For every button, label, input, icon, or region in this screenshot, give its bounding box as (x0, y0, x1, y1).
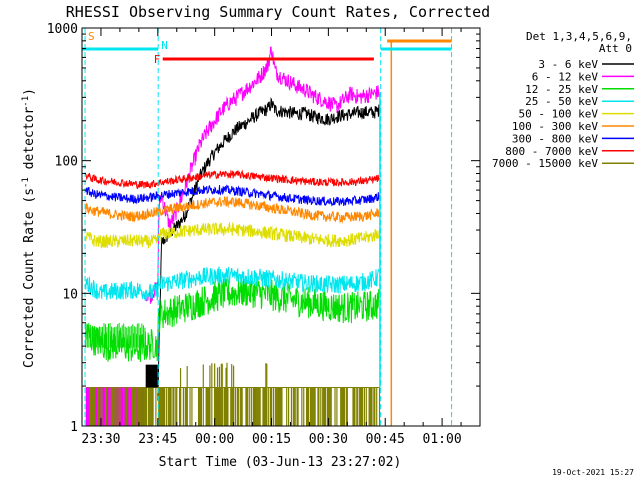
legend-label: 6 - 12 keV (532, 70, 599, 83)
series-bar-fill (145, 364, 158, 388)
footer-date: 19-Oct-2021 15:27 (552, 468, 634, 477)
annotation-f: F (154, 53, 161, 66)
x-tick-label: 00:00 (195, 432, 234, 447)
y-tick-label: 100 (55, 155, 78, 170)
chart-title: RHESSI Observing Summary Count Rates, Co… (66, 3, 490, 21)
series-line (85, 184, 380, 207)
legend-label: 25 - 50 keV (525, 95, 598, 108)
legend-label: 3 - 6 keV (538, 58, 598, 71)
series-line (85, 169, 380, 190)
plot-frame (81, 27, 481, 427)
legend-label: 12 - 25 keV (525, 83, 598, 96)
legend-label: 50 - 100 keV (519, 108, 599, 121)
series-line (85, 266, 380, 302)
series-line (85, 195, 380, 224)
series-line (85, 276, 380, 362)
y-axis-label: Corrected Count Rate (s-1 detector-1) (21, 88, 37, 368)
x-tick-label: 23:45 (138, 432, 177, 447)
x-tick-label: 00:15 (252, 432, 291, 447)
annotation-n: N (161, 39, 168, 52)
y-axis-label-exp1: -1 (21, 177, 31, 188)
series-line (157, 96, 380, 401)
x-tick-label: 00:45 (366, 432, 405, 447)
annotation-s: S (88, 30, 95, 43)
legend-header-attenuator: Att 0 (599, 42, 632, 55)
x-tick-label: 01:00 (423, 432, 462, 447)
y-axis-label-mid: detector (22, 107, 37, 178)
y-tick-label: 1 (70, 420, 78, 435)
y-axis-label-end: ) (22, 88, 37, 96)
y-tick-label: 1000 (47, 22, 78, 37)
legend-label: 100 - 300 keV (512, 120, 598, 133)
legend-label: 7000 - 15000 keV (492, 157, 598, 170)
x-tick-label: 00:30 (309, 432, 348, 447)
x-axis-label: Start Time (03-Jun-13 23:27:02) (159, 455, 402, 470)
series-line (145, 46, 380, 304)
y-axis-label-main: Corrected Count Rate (s (22, 188, 37, 368)
y-tick-label: 10 (62, 287, 78, 302)
legend-label: 300 - 800 keV (512, 132, 598, 145)
legend-header-detectors: Det 1,3,4,5,6,9, (526, 30, 632, 43)
series-line (85, 221, 380, 249)
legend-label: 800 - 7000 keV (505, 145, 598, 158)
y-axis-label-exp2: -1 (21, 96, 31, 107)
x-tick-label: 23:30 (81, 432, 120, 447)
